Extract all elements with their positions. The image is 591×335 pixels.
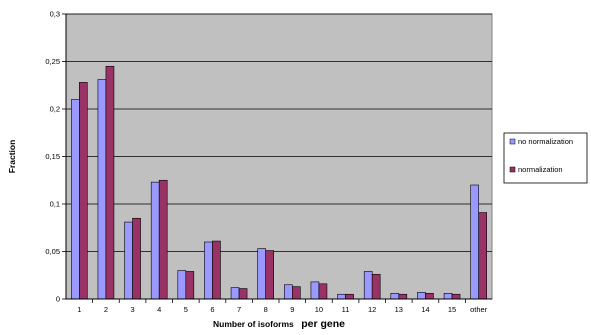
bar-normalization-2 <box>105 65 115 300</box>
x-tick-label: 7 <box>237 305 241 314</box>
y-axis-ticks: 0 0,05 0,1 0,15 0,2 0,25 0,3 <box>45 10 66 304</box>
x-tick-label: 15 <box>448 305 456 314</box>
bar-no-normalization-9 <box>284 284 293 300</box>
y-tick-label: 0,3 <box>50 10 60 19</box>
bar-normalization-7 <box>238 288 248 300</box>
x-axis-label-suffix: per gene <box>301 318 345 330</box>
bar-normalization-9 <box>292 286 301 300</box>
bar-normalization-8 <box>265 250 274 300</box>
y-tick-label: 0,05 <box>45 247 60 256</box>
y-tick-label: 0,15 <box>45 152 60 161</box>
bars <box>71 65 487 300</box>
bar-no-normalization-1 <box>71 99 80 300</box>
bar-normalization-other <box>478 212 487 300</box>
x-tick-label: 9 <box>290 305 294 314</box>
bar-normalization-3 <box>132 217 141 300</box>
bar-no-normalization-12 <box>363 271 373 300</box>
bar-no-normalization-11 <box>337 293 346 300</box>
y-tick-label: 0,1 <box>50 200 60 209</box>
bar-no-normalization-5 <box>177 270 187 300</box>
legend-swatch-normalization <box>509 166 516 173</box>
bar-normalization-14 <box>425 292 434 300</box>
bar-no-normalization-2 <box>97 79 107 300</box>
x-tick-label: 6 <box>210 305 214 314</box>
x-tick-label: 3 <box>130 305 134 314</box>
y-axis-label: Fraction <box>7 140 17 174</box>
bar-no-normalization-6 <box>204 241 213 300</box>
y-tick-label: 0,2 <box>50 105 60 114</box>
bar-normalization-10 <box>318 283 328 300</box>
y-tick-label: 0 <box>56 295 60 304</box>
bar-normalization-15 <box>451 293 461 300</box>
bar-normalization-12 <box>371 273 381 300</box>
x-tick-label: 13 <box>395 305 403 314</box>
bar-no-normalization-15 <box>443 292 453 300</box>
bar-no-normalization-10 <box>310 281 320 300</box>
bar-no-normalization-other <box>470 184 479 300</box>
bar-normalization-5 <box>185 271 195 300</box>
x-tick-label: 4 <box>157 305 161 314</box>
bar-normalization-4 <box>158 179 168 300</box>
x-tick-label: 10 <box>315 305 323 314</box>
bar-normalization-11 <box>345 293 354 300</box>
bar-no-normalization-8 <box>257 248 266 300</box>
x-tick-label: 5 <box>184 305 188 314</box>
y-tick-label: 0,25 <box>45 57 60 66</box>
bar-normalization-13 <box>398 293 408 300</box>
legend-box <box>503 132 588 184</box>
bar-no-normalization-4 <box>150 181 160 300</box>
bar-no-normalization-3 <box>124 221 133 300</box>
bar-no-normalization-14 <box>417 292 426 300</box>
bar-no-normalization-13 <box>390 292 400 300</box>
x-tick-label: 1 <box>77 305 81 314</box>
x-tick-label: 14 <box>421 305 429 314</box>
x-axis-label-main: Number of isoforms <box>213 319 294 329</box>
x-tick-label: 2 <box>104 305 108 314</box>
legend-label-normalization: normalization <box>518 165 563 174</box>
x-axis-ticks: 1 2 3 4 5 6 7 8 9 10 11 12 13 14 15 other <box>77 299 488 314</box>
x-tick-label: 12 <box>368 305 376 314</box>
bar-normalization-6 <box>212 240 221 300</box>
legend-label-no-normalization: no normalization <box>518 137 573 146</box>
x-axis-label: Number of isoforms per gene <box>213 314 345 331</box>
x-tick-label: other <box>470 305 488 314</box>
bar-no-normalization-7 <box>230 287 240 300</box>
legend: no normalization normalization <box>503 132 588 184</box>
bar-normalization-1 <box>79 82 88 300</box>
legend-swatch-no-normalization <box>509 138 516 145</box>
x-tick-label: 8 <box>264 305 268 314</box>
x-tick-label: 11 <box>342 305 350 314</box>
